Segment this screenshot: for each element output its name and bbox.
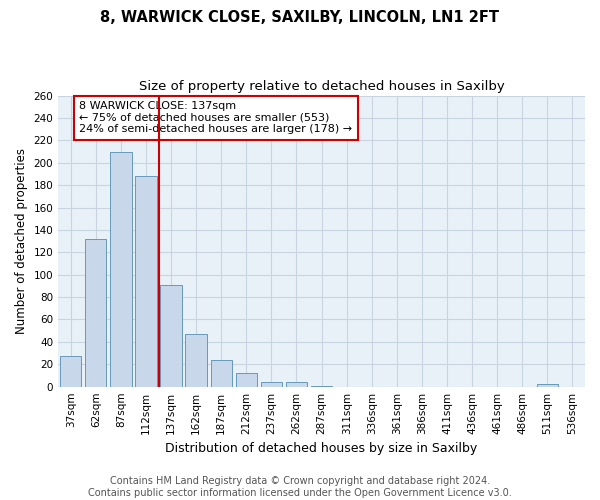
- Bar: [261, 382, 282, 386]
- Bar: [60, 356, 82, 386]
- Bar: [211, 360, 232, 386]
- X-axis label: Distribution of detached houses by size in Saxilby: Distribution of detached houses by size …: [166, 442, 478, 455]
- Bar: [160, 285, 182, 386]
- Bar: [136, 176, 157, 386]
- Text: Contains HM Land Registry data © Crown copyright and database right 2024.
Contai: Contains HM Land Registry data © Crown c…: [88, 476, 512, 498]
- Bar: [236, 373, 257, 386]
- Bar: [110, 152, 131, 386]
- Title: Size of property relative to detached houses in Saxilby: Size of property relative to detached ho…: [139, 80, 505, 93]
- Bar: [85, 239, 106, 386]
- Bar: [537, 384, 558, 386]
- Y-axis label: Number of detached properties: Number of detached properties: [15, 148, 28, 334]
- Text: 8, WARWICK CLOSE, SAXILBY, LINCOLN, LN1 2FT: 8, WARWICK CLOSE, SAXILBY, LINCOLN, LN1 …: [101, 10, 499, 25]
- Text: 8 WARWICK CLOSE: 137sqm
← 75% of detached houses are smaller (553)
24% of semi-d: 8 WARWICK CLOSE: 137sqm ← 75% of detache…: [79, 101, 353, 134]
- Bar: [185, 334, 207, 386]
- Bar: [286, 382, 307, 386]
